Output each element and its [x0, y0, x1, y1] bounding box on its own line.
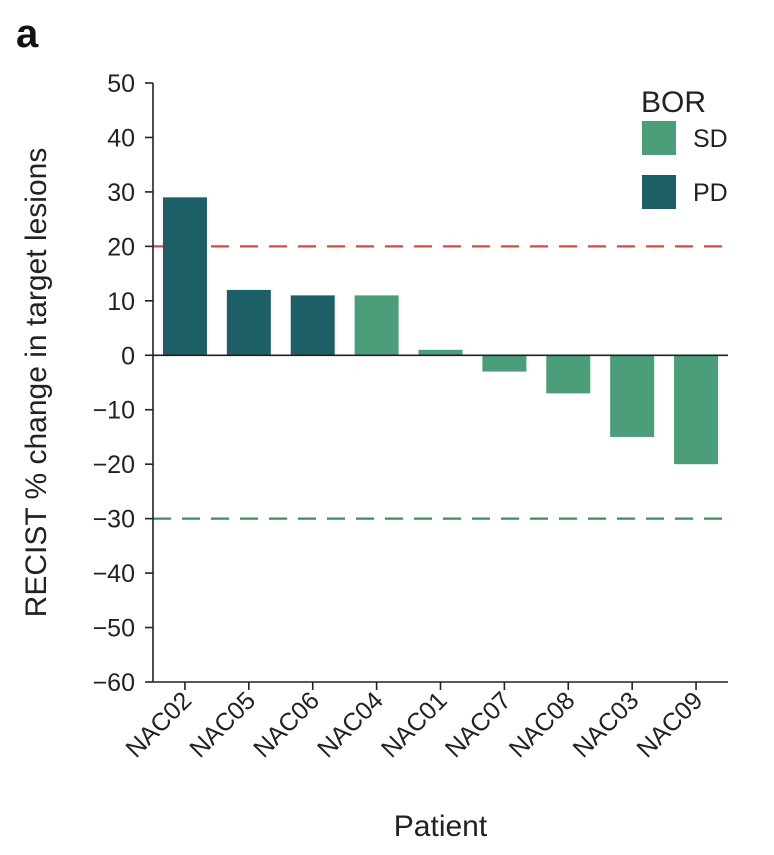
y-tick-label: −40 [93, 560, 135, 588]
y-tick-label: 20 [107, 233, 135, 261]
y-tick-label: 50 [107, 70, 135, 98]
x-tick-label: NAC05 [184, 686, 261, 763]
x-tick-label: NAC09 [632, 686, 709, 763]
x-tick-label: NAC07 [440, 686, 517, 763]
plot-area: 50 40 30 20 10 0 −10 −20 −30 −40 −50 −60 NAC02NAC05… [93, 70, 728, 763]
bar [354, 295, 399, 356]
x-tick-label: NAC08 [504, 686, 581, 763]
y-tick-label: −60 [93, 669, 135, 697]
y-tick-label: 40 [107, 124, 135, 152]
x-axis-ticks: NAC02NAC05NAC06NAC04NAC01NAC07NAC08NAC03… [120, 682, 708, 763]
y-tick-label: −10 [93, 397, 135, 425]
y-axis-title: RECIST % change in target lesions [20, 148, 53, 618]
bar [546, 355, 591, 394]
bar [418, 349, 463, 356]
y-axis-ticks: 50 40 30 20 10 0 −10 −20 −30 −40 −50 −60 [93, 70, 153, 697]
bar [674, 355, 719, 465]
legend-swatch-pd [642, 175, 676, 209]
y-tick-label: −50 [93, 615, 135, 643]
legend-label-pd: PD [693, 179, 728, 207]
bar [290, 295, 335, 356]
y-tick-label: 30 [107, 179, 135, 207]
y-tick-label: 0 [121, 342, 135, 370]
bar [226, 289, 271, 356]
y-tick-label: 10 [107, 288, 135, 316]
bars [162, 197, 719, 465]
x-axis-title: Patient [394, 810, 488, 843]
y-tick-label: −20 [93, 451, 135, 479]
legend-title: BOR [641, 86, 706, 119]
y-tick-label: −30 [93, 506, 135, 534]
legend: BOR SD PD [641, 86, 728, 209]
x-tick-label: NAC03 [568, 686, 645, 763]
bar [482, 355, 527, 372]
reference-lines [153, 245, 728, 520]
legend-label-sd: SD [693, 125, 728, 153]
x-tick-label: NAC01 [376, 686, 453, 763]
x-tick-label: NAC04 [312, 686, 389, 763]
bar [610, 355, 655, 437]
legend-swatch-sd [642, 121, 676, 155]
bar [162, 197, 207, 356]
x-tick-label: NAC06 [248, 686, 325, 763]
x-tick-label: NAC02 [120, 686, 197, 763]
panel-label: a [16, 12, 39, 56]
